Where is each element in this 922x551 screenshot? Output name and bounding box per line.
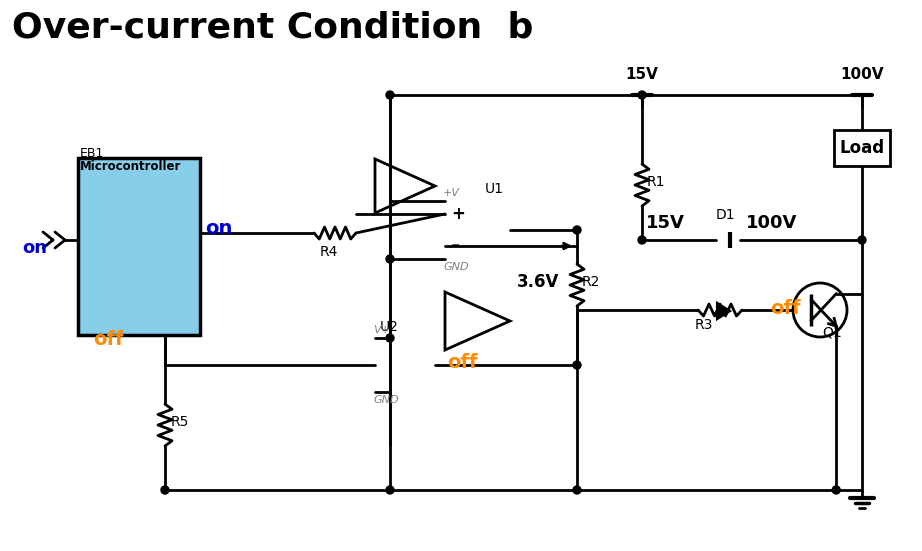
Text: R3: R3 xyxy=(695,318,714,332)
Text: off: off xyxy=(447,354,478,372)
Text: +V: +V xyxy=(443,188,460,198)
Circle shape xyxy=(161,486,169,494)
Text: U2: U2 xyxy=(380,320,399,334)
Circle shape xyxy=(573,226,581,234)
Text: GND: GND xyxy=(373,395,398,405)
Text: Microcontroller: Microcontroller xyxy=(80,160,182,173)
Text: D1: D1 xyxy=(715,208,735,222)
Circle shape xyxy=(386,486,394,494)
Text: EB1: EB1 xyxy=(80,147,104,160)
Text: Load: Load xyxy=(839,139,884,157)
Text: 15V: 15V xyxy=(625,67,658,82)
Circle shape xyxy=(858,236,866,244)
Circle shape xyxy=(833,486,840,494)
Text: on: on xyxy=(205,219,232,237)
Text: on: on xyxy=(22,239,47,257)
Text: +: + xyxy=(451,205,465,223)
Circle shape xyxy=(386,91,394,99)
Bar xyxy=(834,130,890,166)
Text: U1: U1 xyxy=(485,182,504,196)
Text: off: off xyxy=(770,299,800,317)
Circle shape xyxy=(573,486,581,494)
Circle shape xyxy=(386,334,394,342)
Text: 15V: 15V xyxy=(646,214,685,232)
Text: R4: R4 xyxy=(320,245,338,259)
Text: 100V: 100V xyxy=(840,67,884,82)
Circle shape xyxy=(386,255,394,263)
Bar xyxy=(78,158,200,335)
Text: R1: R1 xyxy=(647,175,666,189)
Text: GND: GND xyxy=(443,262,468,272)
Text: R2: R2 xyxy=(582,275,600,289)
Text: R5: R5 xyxy=(171,415,189,429)
Text: 100V: 100V xyxy=(746,214,798,232)
Text: off: off xyxy=(93,330,124,349)
Text: -: - xyxy=(451,236,460,256)
Circle shape xyxy=(638,91,646,99)
Circle shape xyxy=(638,236,646,244)
Text: Q1: Q1 xyxy=(822,325,842,339)
Polygon shape xyxy=(717,302,730,319)
Circle shape xyxy=(573,361,581,369)
Text: Over-current Condition  b: Over-current Condition b xyxy=(12,10,533,44)
Text: V+: V+ xyxy=(373,325,390,335)
Text: 3.6V: 3.6V xyxy=(517,273,560,291)
